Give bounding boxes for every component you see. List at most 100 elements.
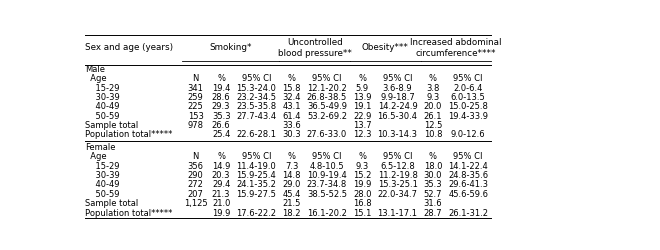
Text: 95% CI: 95% CI <box>453 152 483 162</box>
Text: 15-29: 15-29 <box>85 162 119 171</box>
Text: 16.8: 16.8 <box>353 199 372 208</box>
Text: 33.6: 33.6 <box>282 121 301 130</box>
Text: %: % <box>217 74 225 83</box>
Text: 30.3: 30.3 <box>282 130 301 139</box>
Text: %: % <box>429 152 437 162</box>
Text: Increased abdominal
circumference****: Increased abdominal circumference**** <box>410 38 502 58</box>
Text: 16.5-30.4: 16.5-30.4 <box>378 112 418 120</box>
Text: 29.4: 29.4 <box>212 180 230 190</box>
Text: 153: 153 <box>187 112 203 120</box>
Text: 13.7: 13.7 <box>353 121 372 130</box>
Text: N: N <box>192 152 199 162</box>
Text: 9.0-12.6: 9.0-12.6 <box>451 130 486 139</box>
Text: 15.8: 15.8 <box>282 84 301 92</box>
Text: 21.3: 21.3 <box>212 190 230 199</box>
Text: 207: 207 <box>187 190 203 199</box>
Text: 4.8-10.5: 4.8-10.5 <box>310 162 345 171</box>
Text: 2.0-6.4: 2.0-6.4 <box>453 84 483 92</box>
Text: 1,125: 1,125 <box>183 199 207 208</box>
Text: 22.9: 22.9 <box>353 112 372 120</box>
Text: Age: Age <box>85 152 107 162</box>
Text: 9.3: 9.3 <box>426 93 440 102</box>
Text: 38.5-52.5: 38.5-52.5 <box>307 190 347 199</box>
Text: Population total*****: Population total***** <box>85 130 172 139</box>
Text: 50-59: 50-59 <box>85 112 119 120</box>
Text: 43.1: 43.1 <box>282 102 301 111</box>
Text: 259: 259 <box>187 93 203 102</box>
Text: 356: 356 <box>187 162 203 171</box>
Text: 95% CI: 95% CI <box>242 152 271 162</box>
Text: 29.0: 29.0 <box>282 180 301 190</box>
Text: 15.1: 15.1 <box>353 208 372 218</box>
Text: 19.1: 19.1 <box>353 102 372 111</box>
Text: 15.3-24.0: 15.3-24.0 <box>236 84 277 92</box>
Text: 13.9: 13.9 <box>353 93 372 102</box>
Text: 225: 225 <box>187 102 203 111</box>
Text: 12.3: 12.3 <box>353 130 372 139</box>
Text: Uncontrolled
blood pressure**: Uncontrolled blood pressure** <box>278 38 352 58</box>
Text: 12.5: 12.5 <box>424 121 442 130</box>
Text: 15-29: 15-29 <box>85 84 119 92</box>
Text: 7.3: 7.3 <box>285 162 298 171</box>
Text: 95% CI: 95% CI <box>312 152 342 162</box>
Text: 40-49: 40-49 <box>85 180 119 190</box>
Text: 45.6-59.6: 45.6-59.6 <box>448 190 488 199</box>
Text: 14.2-24.9: 14.2-24.9 <box>378 102 418 111</box>
Text: 3.8: 3.8 <box>426 84 440 92</box>
Text: 14.1-22.4: 14.1-22.4 <box>448 162 488 171</box>
Text: 5.9: 5.9 <box>356 84 369 92</box>
Text: 28.6: 28.6 <box>212 93 230 102</box>
Text: N: N <box>192 74 199 83</box>
Text: 10.9-19.4: 10.9-19.4 <box>307 171 347 180</box>
Text: %: % <box>358 152 366 162</box>
Text: 23.2-34.5: 23.2-34.5 <box>236 93 277 102</box>
Text: Sample total: Sample total <box>85 199 139 208</box>
Text: 27.6-33.0: 27.6-33.0 <box>307 130 347 139</box>
Text: 95% CI: 95% CI <box>312 74 342 83</box>
Text: 29.6-41.3: 29.6-41.3 <box>448 180 488 190</box>
Text: 17.6-22.2: 17.6-22.2 <box>236 208 277 218</box>
Text: Age: Age <box>85 74 107 83</box>
Text: %: % <box>358 74 366 83</box>
Text: 10.8: 10.8 <box>424 130 442 139</box>
Text: 6.0-13.5: 6.0-13.5 <box>451 93 486 102</box>
Text: %: % <box>288 74 296 83</box>
Text: 12.1-20.2: 12.1-20.2 <box>307 84 347 92</box>
Text: Sample total: Sample total <box>85 121 139 130</box>
Text: 28.7: 28.7 <box>424 208 442 218</box>
Text: 19.4: 19.4 <box>212 84 230 92</box>
Text: 23.5-35.8: 23.5-35.8 <box>236 102 277 111</box>
Text: 26.6: 26.6 <box>212 121 230 130</box>
Text: 9.3: 9.3 <box>356 162 369 171</box>
Text: %: % <box>288 152 296 162</box>
Text: 53.2-69.2: 53.2-69.2 <box>307 112 347 120</box>
Text: 24.1-35.2: 24.1-35.2 <box>236 180 277 190</box>
Text: 19.9: 19.9 <box>353 180 372 190</box>
Text: 61.4: 61.4 <box>282 112 301 120</box>
Text: 15.0-25.8: 15.0-25.8 <box>448 102 488 111</box>
Text: 45.4: 45.4 <box>282 190 301 199</box>
Text: 25.4: 25.4 <box>212 130 230 139</box>
Text: 40-49: 40-49 <box>85 102 119 111</box>
Text: 26.1-31.2: 26.1-31.2 <box>448 208 488 218</box>
Text: 95% CI: 95% CI <box>383 74 412 83</box>
Text: 11.2-19.8: 11.2-19.8 <box>378 171 418 180</box>
Text: 29.3: 29.3 <box>212 102 230 111</box>
Text: 20.3: 20.3 <box>212 171 230 180</box>
Text: 341: 341 <box>187 84 203 92</box>
Text: 19.4-33.9: 19.4-33.9 <box>448 112 488 120</box>
Text: 290: 290 <box>187 171 203 180</box>
Text: 95% CI: 95% CI <box>383 152 412 162</box>
Text: 10.3-14.3: 10.3-14.3 <box>378 130 418 139</box>
Text: 14.9: 14.9 <box>212 162 230 171</box>
Text: 32.4: 32.4 <box>282 93 301 102</box>
Text: 35.3: 35.3 <box>212 112 230 120</box>
Text: 15.3-25.1: 15.3-25.1 <box>378 180 418 190</box>
Text: 13.1-17.1: 13.1-17.1 <box>378 208 418 218</box>
Text: 15.9-27.5: 15.9-27.5 <box>236 190 277 199</box>
Text: Female: Female <box>85 143 115 152</box>
Text: 15.2: 15.2 <box>353 171 372 180</box>
Text: %: % <box>217 152 225 162</box>
Text: 15.9-25.4: 15.9-25.4 <box>236 171 277 180</box>
Text: Obesity***: Obesity*** <box>362 43 409 52</box>
